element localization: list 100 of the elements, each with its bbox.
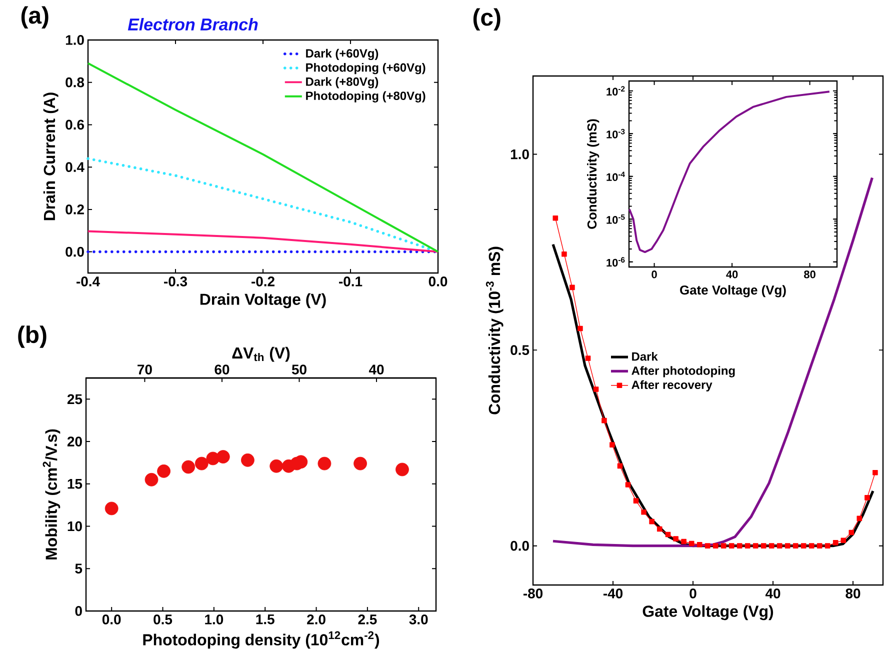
point bbox=[610, 442, 615, 448]
point bbox=[760, 543, 766, 548]
point bbox=[649, 518, 654, 524]
x2-tick-label: 50 bbox=[292, 364, 306, 374]
x-tick-label: -40 bbox=[603, 588, 623, 598]
y-tick-label: 10 bbox=[68, 521, 82, 532]
point bbox=[182, 460, 196, 474]
point bbox=[665, 532, 671, 538]
chart-title: Electron Branch bbox=[128, 18, 258, 30]
y-tick-label: 1.0 bbox=[66, 35, 84, 45]
line-series bbox=[628, 90, 830, 254]
y-tick-label: 1.0 bbox=[510, 149, 529, 160]
y-tick-label: 10$^{-4}$ bbox=[606, 172, 625, 182]
point bbox=[673, 536, 678, 542]
point bbox=[633, 498, 639, 504]
x-tick-label: 2.5 bbox=[358, 614, 377, 624]
y-tick-label: 0.8 bbox=[66, 77, 84, 88]
point bbox=[856, 516, 862, 522]
x-tick-label: -0.1 bbox=[339, 276, 362, 286]
text: (c) bbox=[473, 8, 500, 31]
y-tick-label: 5 bbox=[75, 564, 82, 574]
x-tick-label: 80 bbox=[804, 270, 816, 278]
y-tick-label: 0.0 bbox=[66, 246, 84, 257]
point bbox=[864, 495, 870, 500]
x-tick-label: 2.0 bbox=[307, 614, 326, 624]
x-tick-label: 0 bbox=[690, 588, 696, 598]
y-tick-label: 10$^{-6}$ bbox=[606, 257, 625, 267]
y-tick-label: 0.2 bbox=[66, 204, 84, 214]
y-tick-label: 10$^{-3}$ bbox=[606, 128, 625, 138]
point bbox=[318, 456, 332, 470]
point bbox=[562, 251, 567, 257]
point bbox=[800, 543, 806, 548]
point bbox=[832, 540, 838, 546]
point bbox=[816, 543, 822, 548]
x2-tick-label: 60 bbox=[214, 364, 230, 374]
legend-label: Dark bbox=[632, 352, 658, 361]
y-axis-title: Drain Current (A) bbox=[43, 92, 58, 220]
x-axis-title: Gate Voltage (Vg) bbox=[642, 605, 774, 620]
point bbox=[396, 462, 409, 476]
x-tick-label: 40 bbox=[726, 270, 738, 278]
x-tick-label: -80 bbox=[523, 588, 543, 598]
point bbox=[570, 284, 575, 290]
x-tick-label: 0.0 bbox=[428, 276, 448, 286]
point bbox=[720, 543, 726, 548]
y-tick-label: 10$^{-2}$ bbox=[606, 86, 625, 96]
point bbox=[744, 543, 750, 548]
point bbox=[641, 510, 646, 515]
point bbox=[784, 543, 790, 548]
y-tick-label: 0 bbox=[75, 606, 82, 616]
x-tick-label: -0.3 bbox=[164, 276, 188, 286]
point bbox=[602, 418, 607, 424]
point bbox=[840, 538, 846, 543]
legend-label: Dark (+60Vg) bbox=[306, 48, 378, 60]
point bbox=[872, 470, 878, 476]
point bbox=[144, 472, 158, 486]
x2-tick-label: 40 bbox=[368, 364, 384, 374]
point bbox=[736, 543, 742, 548]
legend-label: Photodoping (+60Vg) bbox=[306, 62, 426, 74]
x-tick-label: 0.0 bbox=[102, 614, 121, 624]
text: (b) bbox=[18, 326, 46, 348]
point bbox=[625, 482, 631, 488]
point bbox=[216, 450, 230, 464]
point bbox=[656, 526, 662, 532]
point bbox=[848, 530, 854, 536]
point bbox=[752, 543, 758, 548]
point bbox=[585, 356, 591, 361]
x-axis-title: Gate Voltage (Vg) bbox=[680, 285, 786, 298]
text: (a) bbox=[21, 6, 48, 29]
x-tick-label: 80 bbox=[846, 588, 860, 598]
y-axis-title: Conductivity (10$^{-3}$ mS) bbox=[486, 246, 504, 414]
point bbox=[578, 326, 583, 332]
point bbox=[157, 464, 170, 478]
point bbox=[241, 453, 254, 467]
point bbox=[294, 455, 308, 469]
point bbox=[681, 538, 686, 544]
point bbox=[808, 543, 814, 548]
y-tick-label: 20 bbox=[67, 436, 82, 446]
point bbox=[354, 456, 367, 470]
point bbox=[696, 542, 702, 548]
point bbox=[824, 543, 830, 548]
y-tick-label: 0.0 bbox=[510, 540, 529, 551]
x-axis-title: Drain Voltage (V) bbox=[200, 293, 326, 308]
line-series bbox=[87, 230, 440, 253]
x-tick-label: -0.2 bbox=[252, 276, 274, 286]
y-tick-label: 0.4 bbox=[66, 162, 84, 172]
point bbox=[104, 502, 118, 516]
point bbox=[688, 540, 694, 546]
point bbox=[704, 543, 710, 548]
point bbox=[194, 456, 208, 470]
point bbox=[593, 386, 599, 392]
point bbox=[617, 463, 623, 469]
point bbox=[728, 543, 734, 548]
legend-label: Dark (+80Vg) bbox=[306, 77, 378, 88]
point bbox=[712, 543, 718, 548]
x2-axis-title: ΔV$_{th}$ (V) bbox=[232, 346, 290, 362]
legend-label: After photodoping bbox=[632, 366, 735, 378]
y-axis-title: Mobility (cm$^{2}$/V.s) bbox=[42, 429, 60, 560]
x-tick-label: -0.4 bbox=[76, 276, 100, 286]
x-tick-label: 1.0 bbox=[205, 614, 224, 624]
x-tick-label: 0.5 bbox=[154, 614, 172, 624]
